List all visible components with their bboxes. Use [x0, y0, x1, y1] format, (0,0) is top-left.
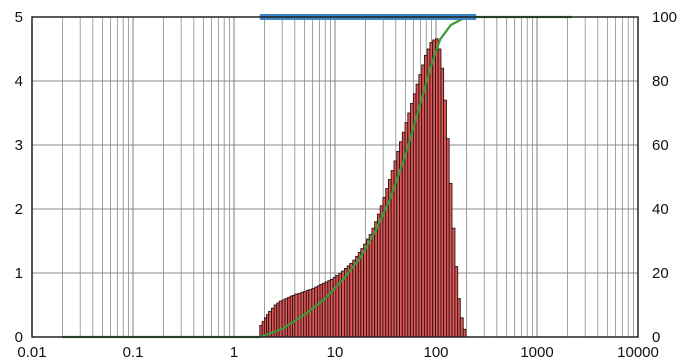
y-right-tick-label: 100	[652, 9, 677, 26]
x-tick-label: 10000	[617, 344, 659, 361]
histogram-bar	[308, 289, 313, 338]
y-left-tick-label: 0	[15, 329, 23, 346]
x-tick-label: 1000	[520, 344, 553, 361]
histogram-bar	[349, 262, 354, 338]
y-right-tick-label: 0	[652, 329, 660, 346]
y-left-tick-label: 1	[15, 265, 23, 282]
x-tick-label: 100	[423, 344, 448, 361]
x-tick-label: 10	[327, 344, 344, 361]
x-tick-label: 0.1	[123, 344, 144, 361]
x-tick-label: 0.01	[17, 344, 46, 361]
y-right-tick-label: 60	[652, 137, 669, 154]
grid-layer	[31, 17, 638, 337]
y-right-tick-label: 40	[652, 201, 669, 218]
y-left-tick-label: 2	[15, 201, 23, 218]
x-tick-label: 1	[230, 344, 238, 361]
histogram-bars	[259, 38, 467, 338]
y-right-tick-label: 80	[652, 73, 669, 90]
y-right-tick-label: 20	[652, 265, 669, 282]
y-left-tick-label: 3	[15, 137, 23, 154]
histogram-bar	[462, 328, 467, 338]
histogram-bar	[278, 300, 283, 338]
y-left-tick-label: 5	[15, 9, 23, 26]
histogram-bar	[294, 293, 299, 338]
plot-frame	[31, 16, 639, 338]
y-left-tick-label: 4	[15, 73, 23, 90]
